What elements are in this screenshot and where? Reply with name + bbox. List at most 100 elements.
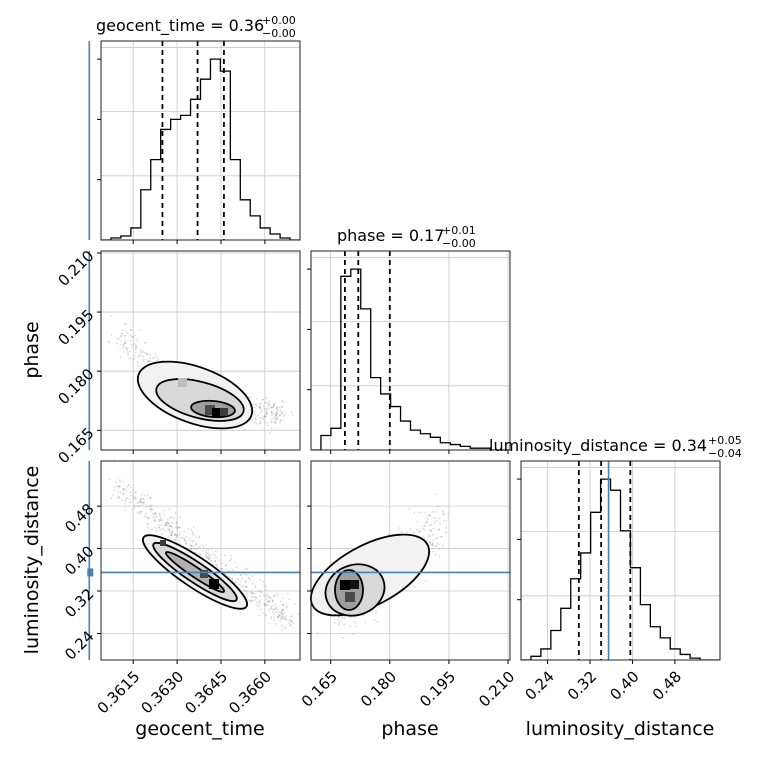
scatter-point-lumdist-vs-geocent-time-250 bbox=[220, 567, 223, 570]
scatter-point-lumdist-vs-geocent-time-271 bbox=[281, 597, 284, 600]
scatter-point-lumdist-vs-geocent-time-127 bbox=[190, 529, 193, 532]
scatter-point-lumdist-vs-geocent-time-19 bbox=[275, 623, 278, 625]
scatter-point-lumdist-vs-geocent-time-203 bbox=[266, 603, 269, 606]
scatter-point-lumdist-vs-geocent-time-76 bbox=[251, 592, 254, 595]
scatter-point-lumdist-vs-geocent-time-107 bbox=[179, 516, 182, 519]
scatter-point-phase-vs-geocent-time-177 bbox=[119, 356, 122, 359]
scatter-point-phase-vs-geocent-time-502 bbox=[135, 346, 137, 349]
scatter-point-lumdist-vs-phase-16 bbox=[432, 539, 435, 542]
scatter-point-phase-vs-geocent-time-117 bbox=[281, 405, 284, 408]
scatter-point-lumdist-vs-geocent-time-198 bbox=[280, 611, 283, 614]
scatter-point-phase-vs-geocent-time-323 bbox=[266, 422, 268, 425]
scatter-point-lumdist-vs-geocent-time-358 bbox=[130, 491, 133, 494]
scatter-point-phase-vs-geocent-time-138 bbox=[270, 406, 273, 409]
tick-label-y-luminosity-distance-1: 0.32 bbox=[61, 585, 97, 621]
scatter-point-lumdist-vs-geocent-time-216 bbox=[195, 544, 198, 546]
scatter-point-phase-vs-geocent-time-188 bbox=[259, 406, 262, 409]
scatter-point-lumdist-vs-geocent-time-256 bbox=[140, 493, 143, 496]
scatter-point-phase-vs-geocent-time-500 bbox=[136, 338, 139, 341]
scatter-point-lumdist-vs-geocent-time-186 bbox=[290, 615, 293, 618]
scatter-point-lumdist-vs-geocent-time-384 bbox=[143, 494, 146, 497]
panels-layer bbox=[87, 40, 721, 664]
xlabel-phase: phase bbox=[381, 718, 438, 740]
scatter-point-lumdist-vs-geocent-time-32 bbox=[158, 520, 161, 523]
scatter-point-phase-vs-geocent-time-467 bbox=[273, 413, 276, 416]
scatter-point-lumdist-vs-geocent-time-3 bbox=[119, 481, 121, 484]
scatter-point-phase-vs-geocent-time-120 bbox=[259, 422, 262, 424]
hist-step-phase bbox=[311, 268, 510, 450]
scatter-point-phase-vs-geocent-time-306 bbox=[139, 353, 142, 356]
scatter-point-lumdist-vs-phase-477 bbox=[447, 513, 450, 515]
scatter-point-lumdist-vs-geocent-time-504 bbox=[253, 599, 256, 601]
scatter-point-lumdist-vs-geocent-time-257 bbox=[194, 542, 197, 545]
scatter-point-lumdist-vs-geocent-time-337 bbox=[189, 545, 192, 547]
scatter-point-phase-vs-geocent-time-442 bbox=[271, 414, 273, 417]
scatter-point-lumdist-vs-geocent-time-339 bbox=[131, 508, 134, 511]
scatter-point-lumdist-vs-geocent-time-294 bbox=[155, 528, 158, 531]
scatter-point-lumdist-vs-phase-80 bbox=[418, 531, 421, 533]
scatter-point-phase-vs-geocent-time-433 bbox=[274, 420, 276, 423]
scatter-point-lumdist-vs-geocent-time-426 bbox=[210, 559, 213, 562]
scatter-point-lumdist-vs-geocent-time-386 bbox=[155, 515, 158, 518]
scatter-point-lumdist-vs-geocent-time-379 bbox=[263, 585, 266, 588]
density-cell-lumdist-vs-geocent-time-1 bbox=[200, 570, 208, 578]
scatter-point-phase-vs-geocent-time-299 bbox=[125, 346, 128, 349]
scatter-point-lumdist-vs-geocent-time-330 bbox=[178, 526, 181, 529]
scatter-point-lumdist-vs-geocent-time-84 bbox=[265, 614, 267, 617]
scatter-point-lumdist-vs-geocent-time-56 bbox=[150, 504, 153, 507]
scatter-point-lumdist-vs-geocent-time-234 bbox=[131, 493, 134, 496]
scatter-point-lumdist-vs-geocent-time-225 bbox=[194, 547, 197, 550]
scatter-point-lumdist-vs-geocent-time-423 bbox=[272, 604, 275, 607]
scatter-point-phase-vs-geocent-time-106 bbox=[149, 357, 151, 360]
scatter-point-lumdist-vs-geocent-time-221 bbox=[283, 615, 285, 618]
scatter-point-lumdist-vs-geocent-time-405 bbox=[167, 535, 170, 538]
scatter-point-lumdist-vs-geocent-time-61 bbox=[258, 614, 261, 617]
scatter-point-phase-vs-geocent-time-419 bbox=[266, 402, 269, 405]
tick-label-x-luminosity-distance-3: 0.48 bbox=[649, 668, 685, 704]
scatter-point-lumdist-vs-geocent-time-235 bbox=[266, 600, 269, 602]
scatter-point-lumdist-vs-geocent-time-43 bbox=[192, 540, 195, 542]
scatter-point-lumdist-vs-geocent-time-77 bbox=[246, 586, 248, 588]
title-phase-minus: −0.00 bbox=[442, 237, 476, 250]
ylabel-luminosity-distance: luminosity_distance bbox=[21, 466, 43, 655]
scatter-point-lumdist-vs-geocent-time-185 bbox=[235, 566, 238, 568]
scatter-point-lumdist-vs-geocent-time-333 bbox=[118, 485, 120, 488]
scatter-point-phase-vs-geocent-time-431 bbox=[275, 413, 278, 416]
scatter-point-lumdist-vs-geocent-time-489 bbox=[245, 589, 248, 592]
scatter-point-lumdist-vs-geocent-time-134 bbox=[151, 508, 154, 511]
scatter-point-lumdist-vs-geocent-time-213 bbox=[214, 560, 217, 563]
scatter-point-lumdist-vs-geocent-time-174 bbox=[208, 558, 210, 561]
scatter-point-lumdist-vs-geocent-time-506 bbox=[149, 497, 152, 499]
scatter-point-phase-vs-geocent-time-219 bbox=[119, 343, 122, 346]
scatter-point-lumdist-vs-geocent-time-58 bbox=[224, 573, 227, 575]
scatter-point-phase-vs-geocent-time-347 bbox=[122, 347, 125, 349]
scatter-point-lumdist-vs-geocent-time-47 bbox=[183, 530, 186, 533]
scatter-point-lumdist-vs-geocent-time-329 bbox=[218, 559, 221, 562]
scatter-point-phase-vs-geocent-time-408 bbox=[130, 357, 132, 360]
scatter-point-lumdist-vs-geocent-time-349 bbox=[110, 497, 113, 500]
scatter-point-lumdist-vs-geocent-time-499 bbox=[228, 576, 231, 579]
tick-label-x-phase-2: 0.195 bbox=[416, 668, 459, 711]
scatter-point-lumdist-vs-geocent-time-16 bbox=[117, 484, 120, 487]
scatter-point-lumdist-vs-geocent-time-87 bbox=[271, 601, 274, 604]
scatter-point-lumdist-vs-geocent-time-70 bbox=[204, 549, 207, 551]
scatter-point-phase-vs-geocent-time-35 bbox=[279, 419, 282, 422]
scatter-point-phase-vs-geocent-time-470 bbox=[128, 357, 131, 360]
scatter-point-lumdist-vs-geocent-time-364 bbox=[248, 591, 251, 593]
scatter-point-lumdist-vs-geocent-time-208 bbox=[209, 560, 212, 563]
scatter-point-lumdist-vs-geocent-time-224 bbox=[172, 517, 175, 520]
scatter-point-phase-vs-geocent-time-293 bbox=[266, 408, 269, 411]
scatter-point-lumdist-vs-geocent-time-266 bbox=[280, 612, 283, 615]
scatter-point-lumdist-vs-geocent-time-10 bbox=[280, 616, 283, 619]
density-cell-lumdist-vs-phase-0 bbox=[340, 580, 350, 590]
scatter-point-lumdist-vs-geocent-time-495 bbox=[167, 527, 170, 530]
xlabel-luminosity-distance: luminosity_distance bbox=[526, 718, 715, 740]
scatter-point-phase-vs-geocent-time-190 bbox=[152, 357, 155, 360]
scatter-point-phase-vs-geocent-time-105 bbox=[117, 337, 120, 340]
scatter-point-lumdist-vs-geocent-time-403 bbox=[122, 488, 124, 491]
scatter-point-lumdist-vs-geocent-time-95 bbox=[290, 619, 293, 622]
scatter-point-lumdist-vs-geocent-time-143 bbox=[273, 594, 276, 597]
scatter-point-phase-vs-geocent-time-294 bbox=[125, 330, 128, 333]
scatter-point-lumdist-vs-geocent-time-481 bbox=[233, 581, 236, 584]
scatter-point-phase-vs-geocent-time-418 bbox=[110, 334, 113, 336]
